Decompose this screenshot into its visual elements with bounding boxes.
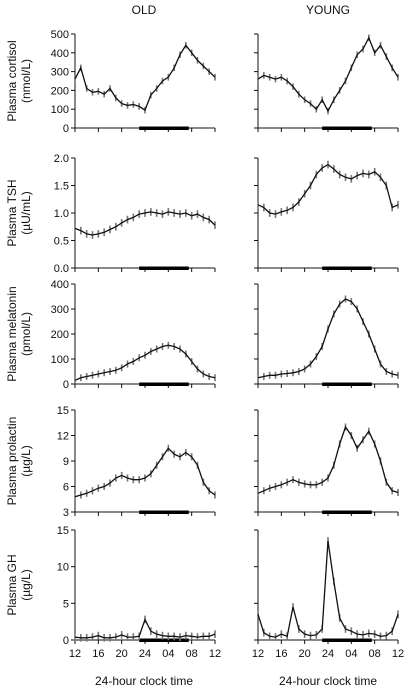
y-tick-label: 400 bbox=[51, 48, 69, 60]
y-axis-label: Plasma GH bbox=[5, 554, 19, 615]
x-tick-label: 12 bbox=[252, 648, 264, 660]
y-axis-label: (µg/L) bbox=[19, 445, 33, 477]
series-line-young bbox=[257, 36, 399, 113]
sleep-period-bar bbox=[139, 510, 189, 514]
sleep-period-bar bbox=[322, 382, 372, 386]
y-axis-label: Plasma TSH bbox=[5, 179, 19, 246]
y-tick-label: 1.0 bbox=[54, 208, 69, 220]
y-tick-label: 0.5 bbox=[54, 236, 69, 248]
panel-1-young bbox=[254, 157, 399, 272]
series-line-young bbox=[257, 425, 399, 494]
x-axis-label-young: 24-hour clock time bbox=[279, 674, 377, 688]
y-tick-label: 0 bbox=[63, 635, 69, 647]
y-tick-label: 100 bbox=[51, 104, 69, 116]
sleep-period-bar bbox=[139, 266, 189, 270]
y-tick-label: 1.5 bbox=[54, 181, 69, 193]
y-axis-label: (µg/L) bbox=[19, 569, 33, 601]
panel-2-old: 0 100 200 300 400 Plasma melatonin (pmol/L) bbox=[5, 279, 216, 391]
y-tick-label: 100 bbox=[51, 354, 69, 366]
y-tick-label: 15 bbox=[57, 405, 69, 417]
y-tick-label: 10 bbox=[57, 562, 69, 574]
panel-3-old: 3 6 9 12 15 Plasma prolactin (µg/L) bbox=[5, 405, 216, 519]
sleep-period-bar bbox=[139, 638, 189, 642]
x-tick-label: 16 bbox=[275, 648, 287, 660]
column-title-young: YOUNG bbox=[306, 3, 350, 17]
y-tick-label: 200 bbox=[51, 85, 69, 97]
x-tick-label: 04 bbox=[162, 648, 174, 660]
x-tick-label: 12 bbox=[69, 648, 81, 660]
x-tick-label: 16 bbox=[92, 648, 104, 660]
y-tick-label: 0 bbox=[63, 123, 69, 135]
sleep-period-bar bbox=[322, 638, 372, 642]
y-tick-label: 300 bbox=[51, 304, 69, 316]
y-axis-label: (nmol/L) bbox=[19, 59, 33, 103]
x-axis-label-old: 24-hour clock time bbox=[95, 674, 193, 688]
panel-4-old: 0 5 10 15 12 16 20 24 04 08 12 Plasma GH (µg/L) bbox=[5, 525, 221, 660]
y-axis-label: Plasma cortisol bbox=[5, 40, 19, 121]
y-tick-label: 3 bbox=[63, 507, 69, 519]
y-tick-label: 12 bbox=[57, 431, 69, 443]
x-tick-label: 04 bbox=[345, 648, 357, 660]
series-line-young bbox=[257, 540, 399, 638]
y-tick-label: 9 bbox=[63, 456, 69, 468]
x-tick-label: 20 bbox=[116, 648, 128, 660]
panel-4-young: 12 16 20 24 04 08 12 bbox=[252, 529, 404, 660]
panel-0-old: 0 100 200 300 400 500 Plasma cortisol (nmol/L) bbox=[5, 29, 216, 135]
x-tick-label: 12 bbox=[392, 648, 404, 660]
x-tick-label: 08 bbox=[186, 648, 198, 660]
y-tick-label: 500 bbox=[51, 29, 69, 41]
y-tick-label: 300 bbox=[51, 67, 69, 79]
y-tick-label: 15 bbox=[57, 525, 69, 537]
y-tick-label: 200 bbox=[51, 329, 69, 341]
panel-3-young bbox=[254, 409, 399, 516]
sleep-period-bar bbox=[322, 126, 372, 130]
x-tick-label: 08 bbox=[369, 648, 381, 660]
y-tick-label: 2.0 bbox=[54, 153, 69, 165]
series-line-old bbox=[74, 344, 216, 381]
sleep-period-bar bbox=[139, 126, 189, 130]
sleep-period-bar bbox=[139, 382, 189, 386]
panel-0-young bbox=[254, 33, 399, 132]
sleep-period-bar bbox=[322, 510, 372, 514]
y-axis-label: Plasma prolactin bbox=[5, 417, 19, 506]
y-axis-label: (pmol/L) bbox=[19, 312, 33, 356]
y-tick-label: 400 bbox=[51, 279, 69, 291]
x-tick-label: 20 bbox=[299, 648, 311, 660]
y-tick-label: 6 bbox=[63, 482, 69, 494]
y-axis-label: (µU/mL) bbox=[19, 191, 33, 235]
x-tick-label: 12 bbox=[209, 648, 221, 660]
y-tick-label: 0.0 bbox=[54, 263, 69, 275]
series-line-young bbox=[257, 298, 399, 379]
series-line-old bbox=[74, 447, 216, 498]
series-line-young bbox=[257, 163, 399, 215]
y-axis-label: Plasma melatonin bbox=[5, 286, 19, 381]
series-line-old bbox=[74, 44, 216, 112]
x-tick-label: 24 bbox=[322, 648, 334, 660]
y-tick-label: 5 bbox=[63, 598, 69, 610]
column-title-old: OLD bbox=[132, 3, 157, 17]
panel-1-old: 0.0 0.5 1.0 1.5 2.0 Plasma TSH (µU/mL) bbox=[5, 153, 216, 275]
series-line-old bbox=[74, 617, 216, 639]
sleep-period-bar bbox=[322, 266, 372, 270]
series-line-old bbox=[74, 211, 216, 236]
panel-2-young bbox=[254, 283, 399, 388]
y-tick-label: 0 bbox=[63, 379, 69, 391]
x-tick-label: 24 bbox=[139, 648, 151, 660]
